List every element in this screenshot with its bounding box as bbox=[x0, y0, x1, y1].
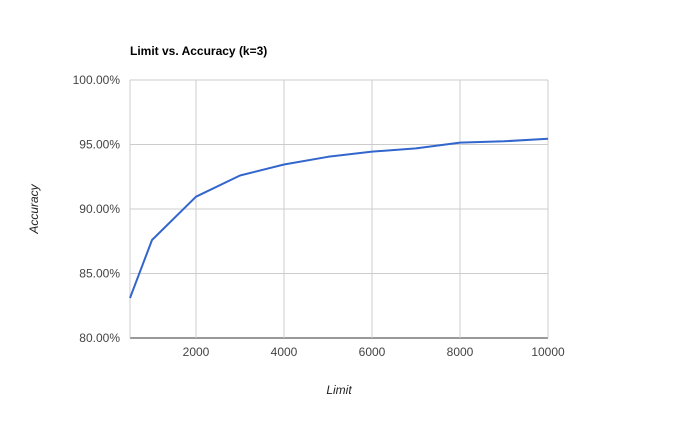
x-tick-label: 4000 bbox=[271, 345, 298, 359]
data-point[interactable] bbox=[127, 295, 133, 301]
data-point[interactable] bbox=[149, 237, 155, 243]
data-point[interactable] bbox=[545, 136, 551, 142]
data-point[interactable] bbox=[413, 145, 419, 151]
x-tick-label: 10000 bbox=[531, 345, 565, 359]
y-axis-label: Accuracy bbox=[27, 183, 41, 234]
data-point[interactable] bbox=[237, 172, 243, 178]
data-point[interactable] bbox=[325, 154, 331, 160]
x-tick-label: 6000 bbox=[359, 345, 386, 359]
y-tick-label: 100.00% bbox=[73, 73, 121, 87]
data-point[interactable] bbox=[501, 138, 507, 144]
data-point[interactable] bbox=[457, 140, 463, 146]
data-point[interactable] bbox=[281, 161, 287, 167]
series-line bbox=[129, 137, 549, 299]
y-tick-label: 95.00% bbox=[79, 138, 120, 152]
y-tick-label: 80.00% bbox=[79, 331, 120, 345]
x-tick-label: 2000 bbox=[183, 345, 210, 359]
x-tick-label: 8000 bbox=[447, 345, 474, 359]
chart-title: Limit vs. Accuracy (k=3) bbox=[130, 44, 268, 58]
data-point[interactable] bbox=[193, 194, 199, 200]
x-axis-label: Limit bbox=[326, 383, 352, 397]
data-point[interactable] bbox=[369, 149, 375, 155]
y-tick-label: 90.00% bbox=[79, 202, 120, 216]
y-tick-label: 85.00% bbox=[79, 267, 120, 281]
